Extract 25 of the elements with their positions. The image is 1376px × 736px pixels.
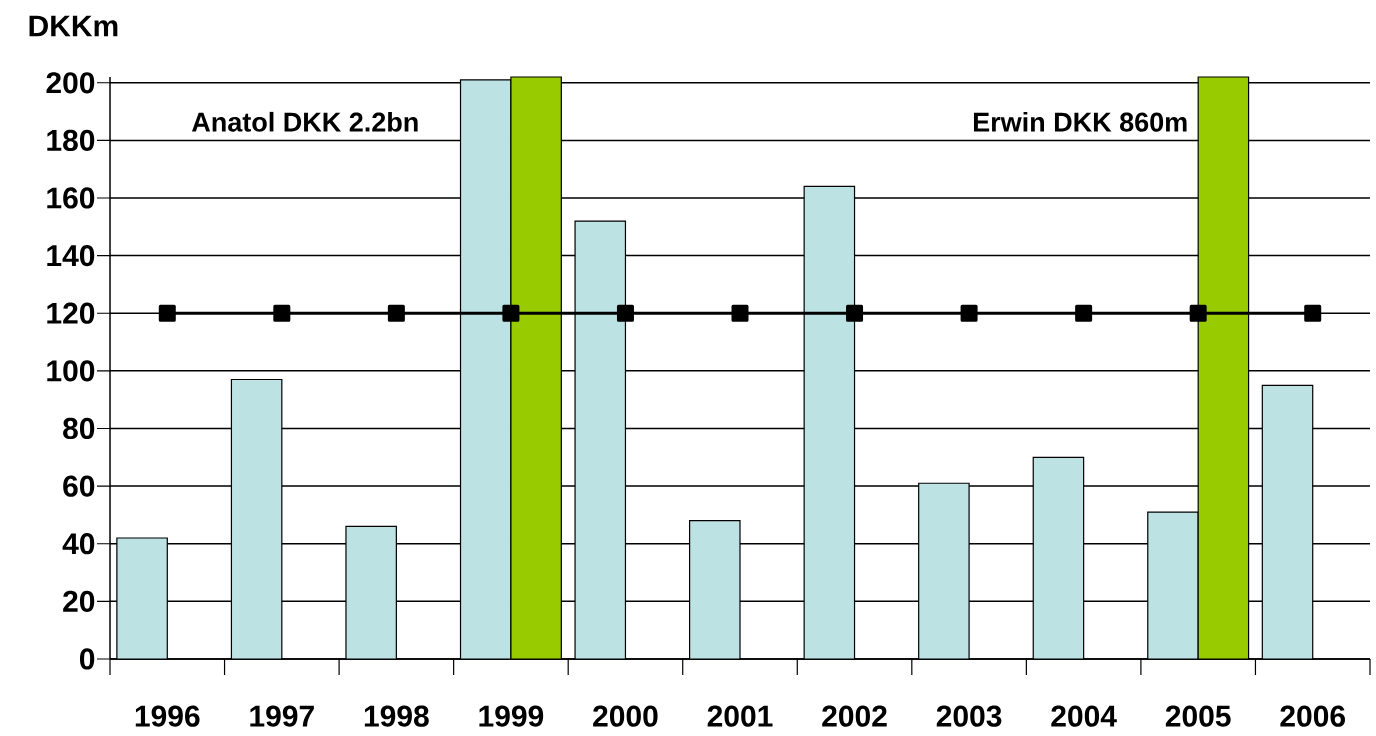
y-tick-label: 40 bbox=[62, 533, 95, 555]
x-tick-label: 2003 bbox=[936, 705, 1002, 727]
x-tick-label: 1998 bbox=[364, 705, 429, 727]
x-tick-label: 2004 bbox=[1051, 705, 1117, 727]
x-tick-label: 2002 bbox=[822, 705, 887, 727]
x-tick-label: 1999 bbox=[479, 705, 544, 727]
x-tick-label: 2001 bbox=[707, 705, 773, 727]
y-axis-title: DKKm bbox=[29, 15, 118, 37]
annotation: Anatol DKK 2.2bn bbox=[191, 111, 418, 132]
y-tick-label: 140 bbox=[47, 245, 95, 267]
x-tick-label: 2000 bbox=[593, 705, 658, 727]
x-tick-label: 1997 bbox=[250, 705, 314, 727]
y-tick-label: 20 bbox=[63, 590, 95, 612]
y-tick-label: 80 bbox=[63, 417, 95, 440]
x-tick-label: 1996 bbox=[135, 705, 200, 727]
y-tick-label: 200 bbox=[46, 72, 95, 94]
y-tick-label: 120 bbox=[47, 302, 95, 324]
y-tick-label: 160 bbox=[47, 187, 95, 209]
x-tick-label: 2006 bbox=[1280, 705, 1345, 727]
y-tick-label: 60 bbox=[63, 475, 95, 497]
x-tick-label: 2005 bbox=[1165, 705, 1231, 727]
y-tick-label: 0 bbox=[79, 648, 95, 670]
annotation: Erwin DKK 860m bbox=[973, 111, 1187, 132]
y-tick-label: 100 bbox=[47, 360, 95, 382]
y-tick-label: 180 bbox=[47, 129, 95, 151]
